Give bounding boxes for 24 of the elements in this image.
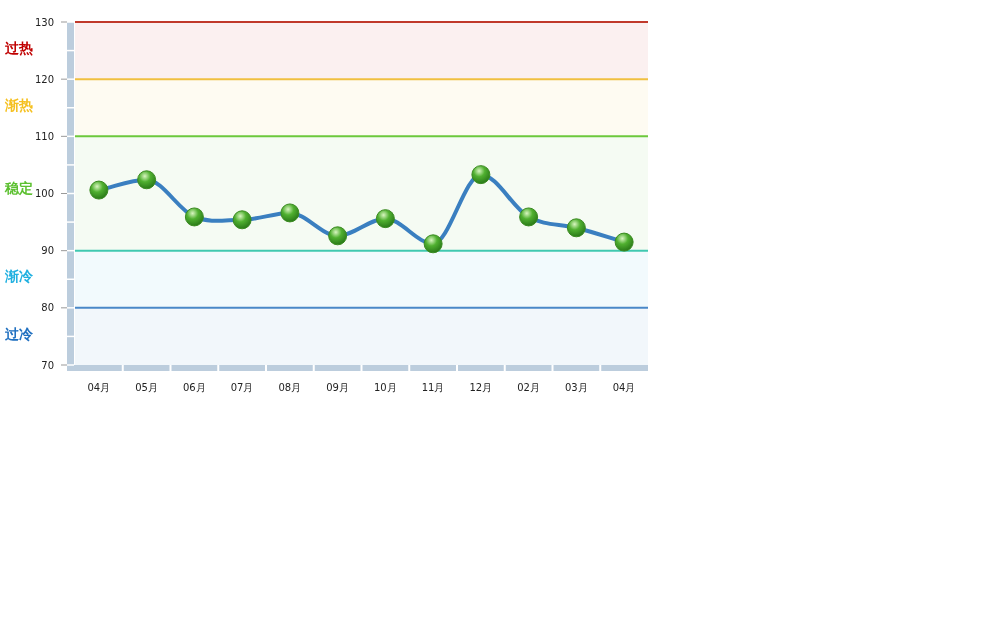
y-tick-label: 120 bbox=[34, 73, 54, 85]
band-label: 稳定 bbox=[4, 179, 33, 196]
y-tick-label: 90 bbox=[41, 245, 54, 257]
y-tick-label: 100 bbox=[34, 188, 54, 199]
band-label: 过冷 bbox=[4, 325, 34, 342]
y-tick-label: 80 bbox=[41, 302, 54, 314]
x-tick-label: 04月 bbox=[87, 382, 111, 393]
x-tick-label: 02月 bbox=[517, 382, 540, 393]
x-tick-label: 09月 bbox=[326, 382, 349, 393]
band-label: 渐热 bbox=[4, 96, 33, 113]
x-tick-label: 12月 bbox=[469, 382, 493, 393]
x-tick-label: 06月 bbox=[183, 382, 206, 393]
x-tick-label: 10月 bbox=[374, 382, 397, 393]
y-tick-label: 130 bbox=[34, 16, 54, 28]
band-label: 过热 bbox=[4, 39, 33, 56]
y-tick-label: 110 bbox=[34, 130, 54, 142]
x-tick-label: 07月 bbox=[230, 382, 254, 393]
x-tick-label: 08月 bbox=[278, 382, 302, 393]
x-tick-label: 05月 bbox=[135, 382, 158, 393]
band-label: 渐冷 bbox=[4, 268, 34, 285]
y-tick-label: 70 bbox=[41, 359, 54, 371]
x-tick-label: 03月 bbox=[565, 382, 588, 393]
x-tick-label: 11月 bbox=[421, 382, 445, 393]
x-tick-label: 04月 bbox=[612, 382, 636, 393]
